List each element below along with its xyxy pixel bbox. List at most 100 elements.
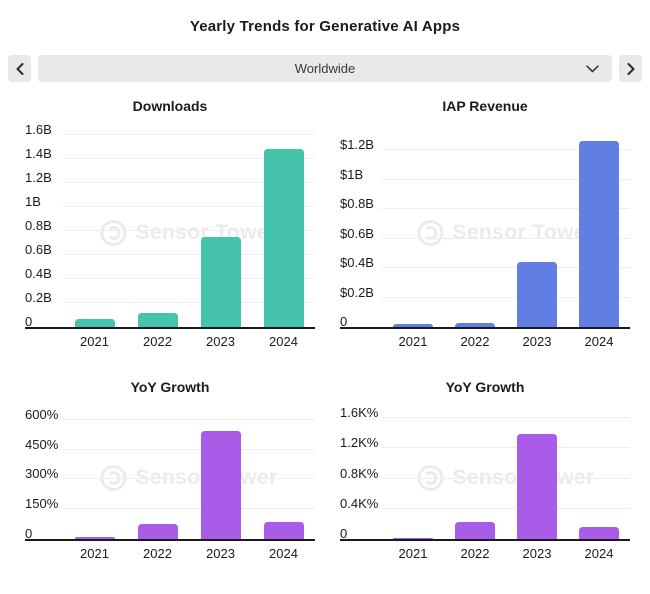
gridline [382,507,630,509]
gridline [63,448,315,450]
x-tick-label-2022: 2022 [143,334,172,349]
charts-grid: Downloads 0 0.2B 0.4B 0.6B 0.8B 1B 1.2B 1.4B 1.6… [0,82,650,561]
region-dropdown-value: Worldwide [294,61,356,76]
bar-2023[interactable] [517,262,557,327]
bar-slot [506,412,568,539]
bar-2023[interactable] [517,433,557,539]
y-axis-labels: 0 150% 300% 450% 600% [25,407,63,541]
gridline [63,508,315,510]
y-tick-label: $1.2B [340,137,374,153]
bar-2023[interactable] [200,236,241,327]
chart-title: Downloads [132,98,208,114]
y-axis-labels: 0 $0.2B $0.4B $0.6B $0.8B $1B $1.2B [340,131,382,329]
x-tick-label-2023: 2023 [206,546,235,561]
region-dropdown[interactable]: Worldwide [38,55,612,82]
bar-2022[interactable] [137,312,178,327]
bar-slot [126,412,189,539]
x-tick-label-2023: 2023 [206,334,235,349]
chart-title: YoY Growth [445,379,525,395]
bar-2024[interactable] [263,149,304,327]
y-tick-label: 1B [25,193,41,209]
bar-2023[interactable] [200,430,241,539]
chevron-right-icon [627,62,634,75]
bar-2021[interactable] [393,537,433,539]
x-tick-label-2024: 2024 [584,546,614,561]
region-selector: Worldwide [8,55,642,82]
bar-2022[interactable] [455,322,495,327]
y-tick-label: 300% [25,466,59,482]
x-tick-label-2024: 2024 [269,334,298,349]
x-axis-labels: 2021 2022 2023 2024 [382,329,630,349]
plot-area: Sensor Tower [382,131,630,327]
chart-title: IAP Revenue [442,98,528,114]
bar-2022[interactable] [137,524,178,539]
y-tick-label: 0.8K% [340,465,379,481]
plot-area: Sensor Tower [63,131,315,327]
gridline [382,208,630,210]
x-tick-label-2022: 2022 [143,546,172,561]
bar-2021[interactable] [74,318,115,327]
gridline [382,477,630,479]
x-tick-label-2021: 2021 [80,546,109,561]
chevron-left-icon [16,62,23,75]
gridline [63,418,315,420]
gridline [63,478,315,480]
bar-slot [189,131,252,327]
bar-slot [252,412,315,539]
x-tick-label-2022: 2022 [460,334,490,349]
bar-2021[interactable] [393,324,433,327]
gridline [63,133,315,135]
y-tick-label: 1.6K% [340,405,379,421]
x-tick-label-2024: 2024 [269,546,298,561]
y-tick-label: $1B [340,166,364,182]
y-tick-label: $0.4B [340,255,374,271]
y-tick-label: 1.2K% [340,435,379,451]
y-tick-label: 0 [25,526,33,541]
bar-slot [63,131,126,327]
y-tick-label: 600% [25,406,59,422]
bar-series [382,131,630,327]
y-tick-label: 1.6B [25,121,52,137]
gridline [382,178,630,180]
y-tick-label: 0.6B [25,241,52,257]
bar-slot [506,131,568,327]
bar-2024[interactable] [579,141,619,327]
y-tick-label: 0 [25,314,33,329]
y-tick-label: $0.8B [340,196,374,212]
gridline [382,149,630,151]
bar-slot [382,131,444,327]
next-region-button[interactable] [619,55,642,82]
bar-2021[interactable] [74,537,115,539]
gridline [63,229,315,231]
gridline [382,296,630,298]
bar-slot [252,131,315,327]
chevron-down-icon [586,64,599,73]
gridline [382,237,630,239]
page-title: Yearly Trends for Generative AI Apps [189,18,461,35]
y-tick-label: 1.4B [25,145,52,161]
plot-area: Sensor Tower [382,412,630,539]
gridline [382,417,630,419]
chart-downloads: Downloads 0 0.2B 0.4B 0.6B 0.8B 1B 1.2B 1.4B 1.6… [25,98,315,349]
y-tick-label: 0.2B [25,289,52,305]
y-tick-label: $0.2B [340,284,374,300]
bar-series [63,131,315,327]
y-axis-labels: 0 0.4K% 0.8K% 1.2K% 1.6K% [340,406,382,541]
x-tick-label-2022: 2022 [460,546,490,561]
gridline [382,267,630,269]
x-tick-label-2023: 2023 [522,334,552,349]
bar-2022[interactable] [455,522,495,539]
gridline [63,277,315,279]
bar-slot [444,131,506,327]
prev-region-button[interactable] [8,55,31,82]
y-tick-label: 0 [340,314,348,329]
chart-yoy-growth-revenue: YoY Growth 0 0.4K% 0.8K% 1.2K% 1.6K% Sensor … [340,379,630,561]
y-tick-label: 0.4B [25,265,52,281]
bar-slot [63,412,126,539]
bar-slot [382,412,444,539]
bar-2024[interactable] [263,522,304,539]
x-tick-label-2023: 2023 [522,546,552,561]
x-tick-label-2021: 2021 [398,546,428,561]
bar-2024[interactable] [579,526,619,539]
x-tick-label-2021: 2021 [80,334,109,349]
